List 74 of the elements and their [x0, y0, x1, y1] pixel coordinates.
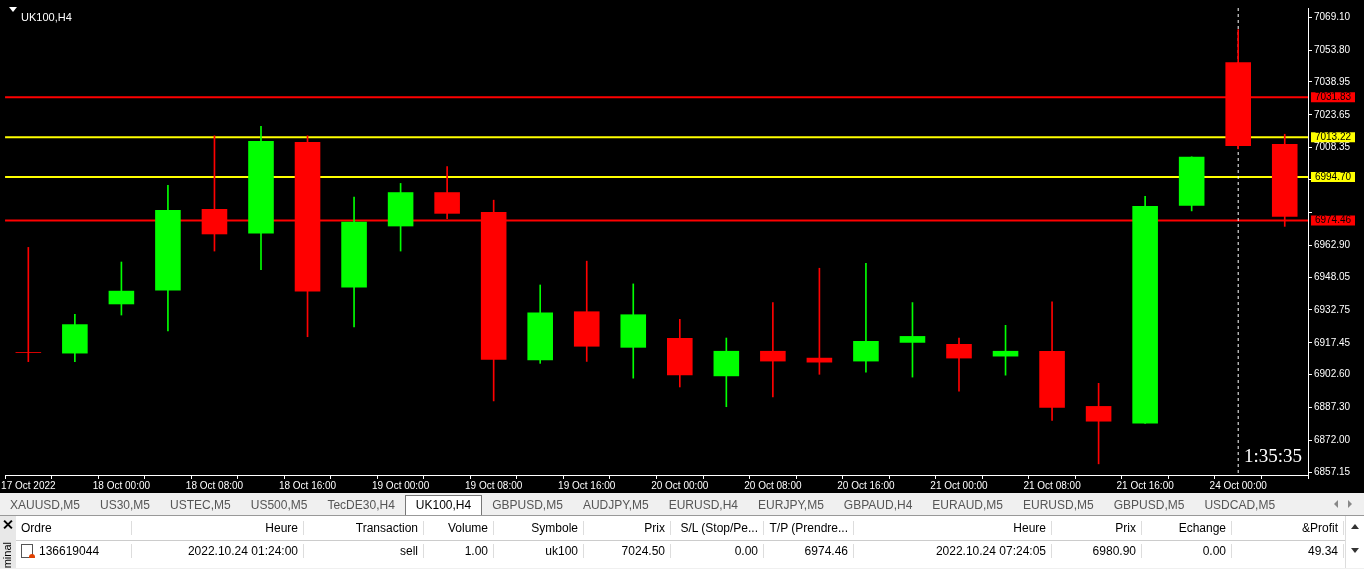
x-tick-label: 21 Oct 00:00 [930, 479, 989, 491]
text: S/L (Stop/Pe... [671, 521, 764, 535]
text: Heure [132, 521, 304, 535]
text: Prix [584, 521, 671, 535]
text: TecDE30,H4 [326, 497, 396, 514]
ref-line-label: 7013.22 [1314, 130, 1352, 142]
text: minal [1, 542, 13, 569]
x-tick-label: 21 Oct 08:00 [1023, 479, 1082, 491]
text: Volume [424, 521, 494, 535]
text: &Profit [1232, 521, 1344, 535]
text: USDCAD,M5 [1203, 497, 1277, 514]
text: 2022.10.24 07:24:05 [935, 544, 1046, 558]
chart-title: UK100,H4 [21, 11, 72, 24]
text: 0.00 [1202, 544, 1226, 558]
text: EURAUD,M5 [931, 497, 1004, 514]
y-tick-label: 6917.45 [1314, 336, 1351, 348]
x-tick-label: 24 Oct 00:00 [1209, 479, 1268, 491]
x-tick-label: 18 Oct 16:00 [278, 479, 337, 491]
annotation: 1:35:35 [1243, 444, 1302, 466]
y-tick-label: 7038.95 [1314, 75, 1351, 87]
ref-line-label: 6994.70 [1314, 170, 1352, 182]
text: US30,M5 [99, 497, 152, 514]
text: Transaction [304, 521, 424, 535]
y-tick-label: 6887.30 [1314, 401, 1351, 413]
text: 1.00 [464, 544, 488, 558]
text: Prix [1052, 521, 1142, 535]
y-tick-label: 7053.80 [1314, 43, 1351, 55]
text: GBPAUD,H4 [842, 497, 914, 514]
x-tick-label: 18 Oct 08:00 [185, 479, 244, 491]
x-tick-label: 21 Oct 16:00 [1116, 479, 1175, 491]
y-tick-label: 6932.75 [1314, 303, 1351, 315]
y-tick-label: 6872.00 [1314, 434, 1351, 446]
y-tick-label: 6948.05 [1314, 270, 1351, 282]
text: sell [399, 544, 418, 558]
candlestick [760, 302, 786, 398]
x-tick-label: 20 Oct 08:00 [744, 479, 802, 491]
x-tick-label: 19 Oct 08:00 [465, 479, 523, 491]
x-tick-label: 19 Oct 16:00 [558, 479, 616, 491]
text: US500,M5 [249, 497, 309, 514]
y-tick-label: 7008.35 [1314, 141, 1351, 153]
text: XAUUSD,M5 [9, 497, 81, 514]
x-tick-label: 17 Oct 2022 [1, 479, 57, 491]
text: EURUSD,H4 [667, 497, 740, 514]
text: EURJPY,M5 [757, 497, 825, 514]
y-tick-label: 6962.90 [1314, 239, 1351, 251]
text: 2022.10.24 01:24:00 [187, 544, 298, 558]
text: 7024.50 [621, 544, 665, 558]
text: T/P (Prendre... [764, 521, 854, 535]
y-tick-label: 7023.65 [1314, 108, 1351, 120]
text: 6980.90 [1092, 544, 1136, 558]
text: 49.34 [1307, 544, 1338, 558]
text: GBPUSD,M5 [1112, 497, 1186, 514]
text: 0.00 [734, 544, 758, 558]
x-tick-label: 20 Oct 16:00 [837, 479, 895, 491]
text: GBPUSD,M5 [491, 497, 564, 514]
text: Heure [854, 521, 1052, 535]
y-tick-label: 7069.10 [1314, 10, 1351, 22]
text: AUDJPY,M5 [581, 497, 650, 514]
ref-line-label: 6974.46 [1314, 214, 1352, 226]
text: EURUSD,M5 [1022, 497, 1095, 514]
text: 136619044 [39, 544, 100, 558]
ref-line-label: 7031.83 [1314, 91, 1352, 103]
y-tick-label: 6902.60 [1314, 368, 1351, 380]
text: 6974.46 [804, 544, 848, 558]
text: Echange [1142, 521, 1232, 535]
text: Ordre [16, 521, 132, 535]
x-tick-label: 19 Oct 00:00 [371, 479, 430, 491]
y-tick-label: 6857.15 [1314, 466, 1351, 478]
text: Symbole [494, 521, 584, 535]
x-tick-label: 18 Oct 00:00 [92, 479, 151, 491]
text: USTEC,M5 [169, 497, 232, 514]
candlestick [853, 262, 879, 373]
x-tick-label: 20 Oct 00:00 [651, 479, 709, 491]
text: uk100 [545, 544, 578, 558]
